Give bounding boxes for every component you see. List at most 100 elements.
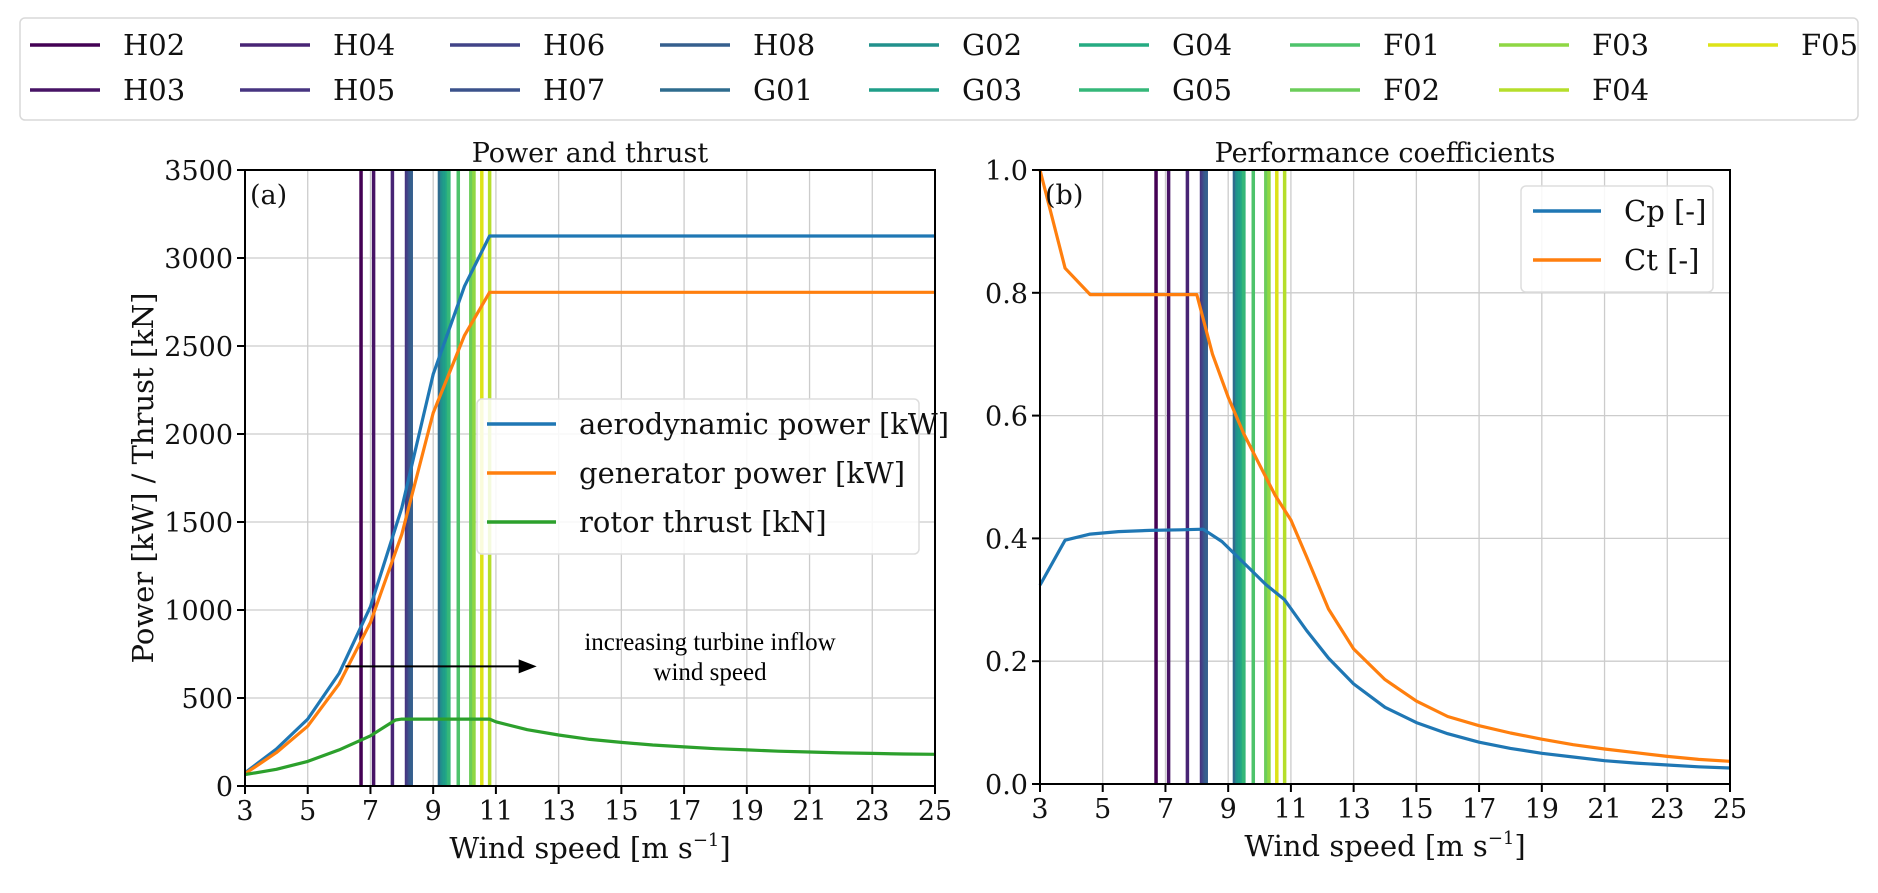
y-tick-label: 1.0 [985,156,1028,187]
turbine-legend-label: H04 [333,28,395,62]
turbine-legend-item: F01 [1290,28,1440,62]
x-tick-label: 7 [362,796,379,827]
turbine-legend-label: G05 [1172,73,1232,107]
x-tick-label: 23 [1650,794,1684,825]
x-tick-label: 11 [479,796,513,827]
turbine-legend-label: H07 [543,73,605,107]
turbine-legend-label: F03 [1592,28,1649,62]
x-tick-label: 17 [667,796,701,827]
series-legend-item: aerodynamic power [kW] [487,407,949,441]
series-line-1 [1038,169,1731,763]
y-tick-label: 3500 [164,156,233,187]
turbine-legend-label: H03 [123,73,185,107]
turbine-legend-item: H06 [450,28,605,62]
axes-frame [244,169,936,787]
turbine-lines [359,170,492,786]
x-tick-label: 25 [1713,794,1747,825]
y-tick-label: 0 [216,772,233,803]
y-tick-label: 3000 [164,244,233,275]
x-tick-label: 21 [792,796,826,827]
series-legend-item: rotor thrust [kN] [487,505,827,539]
y-tick-label: 1000 [164,596,233,627]
y-tick-label: 0.0 [985,770,1028,801]
x-tick-label: 7 [1157,794,1174,825]
x-axis-label-main: Wind speed [m s [449,831,693,865]
turbine-legend-label: F04 [1592,73,1649,107]
x-tick-label: 5 [299,796,316,827]
annotation-text-line2: wind speed [653,659,767,686]
y-tick-label: 0.6 [985,402,1028,433]
x-tick-label: 13 [1336,794,1370,825]
turbine-legend-item: H04 [240,28,395,62]
turbine-legend-frame [19,17,1859,121]
x-tick-label: 23 [855,796,889,827]
x-tick-label: 25 [918,796,952,827]
x-tick-label: 19 [730,796,764,827]
series-legend: Cp [-] Ct [-] [1520,185,1714,293]
x-tick-label: 5 [1094,794,1111,825]
turbine-legend-item: F02 [1290,73,1440,107]
series-legend-label: Ct [-] [1624,243,1700,277]
turbine-legend-label: H02 [123,28,185,62]
x-tick-label: 3 [1031,794,1048,825]
series-legend-label: rotor thrust [kN] [579,505,827,539]
series-legend: aerodynamic power [kW] generator power [k… [476,398,949,555]
x-axis-label-superscript: −1 [693,830,720,851]
x-tick-label: 21 [1587,794,1621,825]
turbine-legend-label: H06 [543,28,605,62]
y-tick-label: 0.4 [985,524,1028,555]
x-axis-label-main: Wind speed [m s [1244,829,1488,863]
turbine-legend-item: F04 [1499,73,1649,107]
x-tick-label: 15 [604,796,638,827]
turbine-legend-label: F02 [1383,73,1440,107]
turbine-legend-label: H08 [753,28,815,62]
turbine-legend-item: F03 [1499,28,1649,62]
annotation-arrow-head-icon [518,659,537,674]
series-legend-label: generator power [kW] [579,456,905,490]
x-tick-label: 13 [541,796,575,827]
turbine-legend-item: F05 [1708,28,1858,62]
x-axis-label-superscript: −1 [1488,828,1515,849]
series-legend-item: Cp [-] [1533,194,1706,228]
y-tick-label: 1500 [164,508,233,539]
turbine-lines [1154,170,1287,784]
x-tick-label: 17 [1462,794,1496,825]
turbine-legend-item: G02 [869,28,1022,62]
x-tick-label: 19 [1525,794,1559,825]
x-tick-label: 15 [1399,794,1433,825]
turbine-legend-item: G05 [1079,73,1232,107]
chart-title: Performance coefficients [1215,138,1556,169]
series-line-1 [244,290,935,776]
turbine-legend-label: H05 [333,73,395,107]
chart-title: Power and thrust [472,138,709,169]
ticks: 3 5 7 9 11 13 15 17 19 21 23 25 0.0 0.2 0.4 0.6 0.8 1.0 [985,156,1747,825]
panel-tag: (a) [250,180,287,211]
series-line-0 [1038,527,1731,770]
series-legend-item: generator power [kW] [487,456,905,490]
turbine-legend-label: F05 [1801,28,1858,62]
y-tick-label: 500 [181,684,233,715]
x-axis-label-end: ] [719,831,730,865]
panel-performance-coefficients: 3 5 7 9 11 13 15 17 19 21 23 25 0.0 0.2 0.4 0.6 0.8 1.0 Pe… [985,138,1747,863]
series-legend-label: aerodynamic power [kW] [579,407,949,441]
x-tick-label: 3 [236,796,253,827]
axes-frame [1039,169,1731,785]
x-axis-label-end: ] [1514,829,1525,863]
x-tick-label: 9 [1220,794,1237,825]
turbine-legend-item: H03 [30,73,185,107]
x-tick-label: 11 [1274,794,1308,825]
turbine-legend-label: G01 [753,73,813,107]
annotation-text-line1: increasing turbine inflow [584,629,835,656]
y-axis-label: Power [kW] / Thrust [kN] [126,293,160,664]
y-tick-label: 0.2 [985,647,1028,678]
turbine-legend-item: G03 [869,73,1022,107]
turbine-legend-item: G01 [660,73,813,107]
turbine-legend-label: G02 [962,28,1022,62]
annotation: increasing turbine inflow wind speed [345,629,836,686]
panel-power-thrust: 3 5 7 9 11 13 15 17 19 21 23 25 0 500 1000 1500 2000 2500… [126,138,952,865]
series-line-2 [244,717,936,777]
turbine-legend-item: H07 [450,73,605,107]
turbine-legend-item: G04 [1079,28,1232,62]
y-tick-label: 2000 [164,420,233,451]
